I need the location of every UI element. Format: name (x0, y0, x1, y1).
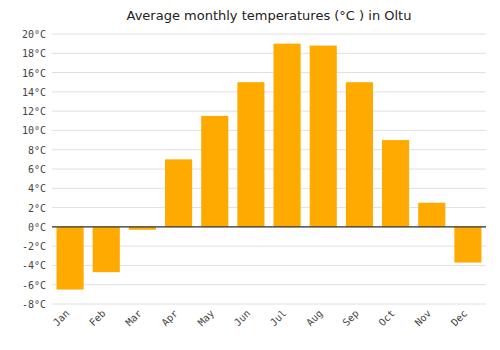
zero-line (52, 226, 486, 227)
grid-line (52, 169, 486, 170)
y-tick-label: 16°C (22, 68, 46, 79)
x-tick-label: Jan (51, 308, 72, 329)
y-tick-label: -2°C (22, 241, 46, 252)
bars (57, 44, 482, 290)
grid-line (52, 111, 486, 112)
y-axis: -8°C -6°C -4°C -2°C 0°C 2°C 4°C 6°C 8°C 10°C 12°C 1… (22, 29, 46, 310)
y-tick-label: 14°C (22, 87, 46, 98)
grid-line (52, 284, 486, 285)
y-tick-label: 2°C (28, 203, 46, 214)
grid-line (52, 188, 486, 189)
bar (382, 140, 409, 227)
bar (165, 159, 192, 227)
y-tick-label: 6°C (28, 164, 46, 175)
y-tick-label: 8°C (28, 145, 46, 156)
chart-svg: Average monthly temperatures (°C ) in Ol… (0, 0, 500, 350)
page: {"chart_data": {"type": "bar", "title": … (0, 0, 500, 350)
y-tick-label: -6°C (22, 280, 46, 291)
chart-title: Average monthly temperatures (°C ) in Ol… (127, 8, 412, 23)
x-axis: Jan Feb Mar Apr May Jun Jul Aug Sep Oct Nov Dec (51, 308, 469, 329)
y-tick-label: 0°C (28, 222, 46, 233)
y-tick-label: 4°C (28, 183, 46, 194)
y-tick-label: -4°C (22, 260, 46, 271)
bar (310, 46, 337, 227)
y-grid (52, 34, 486, 304)
x-tick-label: Sep (340, 308, 361, 329)
x-tick-label: Apr (159, 308, 180, 329)
grid-line (52, 130, 486, 131)
x-tick-label: Feb (87, 308, 108, 329)
x-tick-label: May (196, 308, 217, 329)
y-tick-label: 10°C (22, 125, 46, 136)
y-tick-label: 20°C (22, 29, 46, 40)
grid-line (52, 226, 486, 227)
bar (346, 82, 373, 227)
x-tick-label: Jun (232, 308, 253, 329)
bar (237, 82, 264, 227)
x-tick-label: Jul (268, 308, 289, 329)
bar (418, 203, 445, 227)
chart-container: Average monthly temperatures (°C ) in Ol… (0, 0, 500, 350)
grid-line (52, 53, 486, 54)
grid-line (52, 149, 486, 150)
grid-line (52, 72, 486, 73)
bar (274, 44, 301, 227)
x-tick-label: Aug (304, 308, 325, 329)
bar (201, 116, 228, 227)
x-tick-label: Nov (413, 308, 434, 329)
bar (57, 227, 84, 290)
grid-line (52, 34, 486, 35)
x-tick-label: Oct (376, 308, 397, 329)
x-tick-label: Mar (123, 308, 144, 329)
bar (454, 227, 481, 263)
bar (93, 227, 120, 272)
y-tick-label: 12°C (22, 106, 46, 117)
grid-line (52, 304, 486, 305)
y-tick-label: -8°C (22, 299, 46, 310)
y-tick-label: 18°C (22, 48, 46, 59)
x-tick-label: Dec (449, 308, 470, 329)
grid-line (52, 91, 486, 92)
